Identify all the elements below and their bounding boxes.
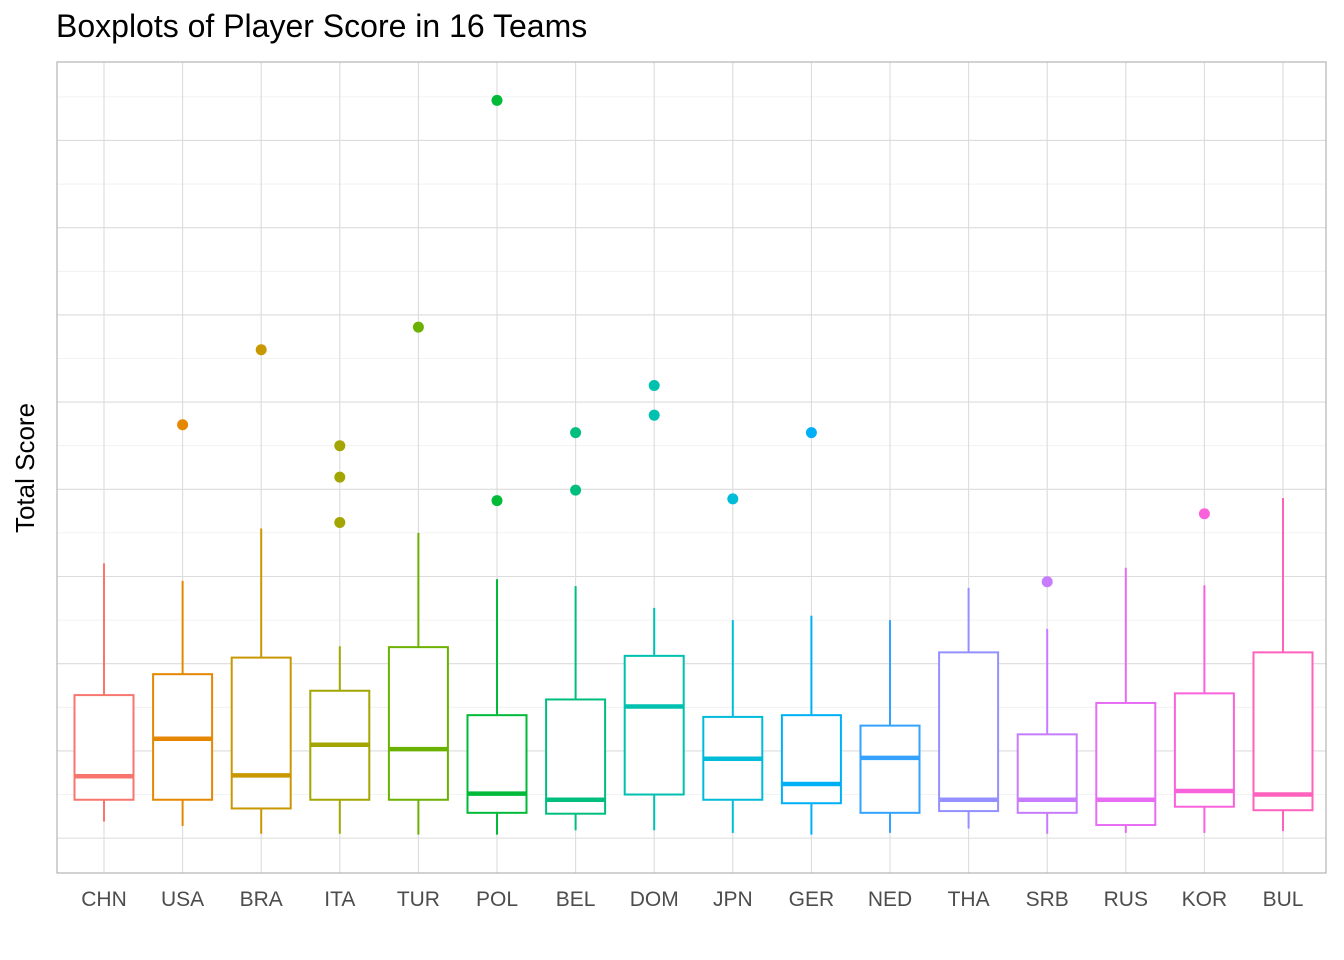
outlier-point [570,427,582,439]
iqr-box [230,656,292,810]
iqr-box [73,694,135,801]
outlier-point [1041,576,1053,588]
outlier-point [334,471,346,483]
box-bel [545,427,607,831]
outlier-point [805,427,817,439]
box-ned [859,620,921,833]
box-chn [73,563,135,822]
x-tick-label-pol: POL [476,888,518,911]
outlier-point [334,440,346,452]
outlier-point [648,409,660,421]
x-tick-label-jpn: JPN [713,888,753,911]
outlier-point [491,94,503,106]
outlier-point [177,419,189,431]
box-srb [1016,576,1078,834]
outlier-point [491,495,503,507]
x-tick-label-bul: BUL [1263,888,1304,911]
outlier-point [334,516,346,528]
box-bra [230,344,292,834]
iqr-box [1095,701,1157,827]
iqr-box [545,698,607,815]
outlier-point [412,321,424,333]
x-tick-label-dom: DOM [630,888,679,911]
box-bul [1252,498,1314,832]
x-tick-label-kor: KOR [1182,888,1228,911]
chart-title: Boxplots of Player Score in 16 Teams [56,8,588,44]
x-tick-label-ned: NED [868,888,912,911]
boxes [73,94,1314,835]
x-tick-label-tur: TUR [397,888,440,911]
x-tick-label-tha: THA [948,888,990,911]
box-kor [1173,508,1235,833]
iqr-box [859,724,921,814]
box-ger [780,427,842,835]
iqr-box [780,714,842,805]
x-tick-label-usa: USA [161,888,204,911]
x-tick-label-chn: CHN [81,888,127,911]
y-axis-label: Total Score [10,403,40,533]
x-tick-label-bra: BRA [240,888,283,911]
box-usa [152,419,214,826]
x-tick-label-bel: BEL [556,888,596,911]
x-tick-label-ger: GER [789,888,835,911]
x-tick-label-srb: SRB [1026,888,1069,911]
outlier-point [1198,508,1210,520]
box-tha [938,587,1000,829]
box-tur [387,321,449,835]
iqr-box [387,646,449,801]
x-tick-label-rus: RUS [1104,888,1148,911]
outlier-point [727,493,739,505]
outlier-point [648,380,660,392]
iqr-box [466,714,528,814]
x-axis-tick-labels: CHN USA BRA ITA TUR POL BEL DOM JPN GER NED THA SRB R… [81,888,1303,911]
plot-panel-border [56,61,1327,874]
iqr-box [1252,651,1314,812]
outlier-point [570,484,582,496]
iqr-box [1173,692,1235,808]
x-tick-label-ita: ITA [324,888,355,911]
outlier-point [255,344,267,356]
box-ita [309,440,371,834]
box-rus [1095,567,1157,833]
iqr-box [938,651,1000,813]
box-jpn [702,493,764,833]
box-pol [466,94,528,835]
box-dom [623,380,685,831]
iqr-box [623,654,685,796]
